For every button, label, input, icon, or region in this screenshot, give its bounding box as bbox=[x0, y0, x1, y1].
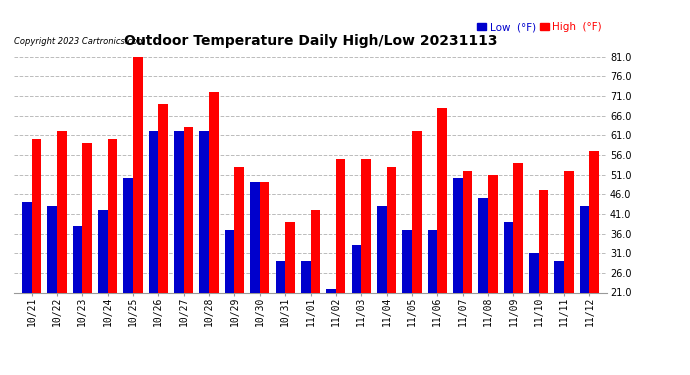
Bar bbox=[108, 139, 117, 375]
Bar bbox=[98, 210, 108, 375]
Bar bbox=[235, 167, 244, 375]
Bar bbox=[32, 139, 41, 375]
Bar bbox=[539, 190, 549, 375]
Bar bbox=[285, 222, 295, 375]
Bar bbox=[158, 104, 168, 375]
Bar bbox=[124, 178, 133, 375]
Bar bbox=[362, 159, 371, 375]
Bar bbox=[250, 182, 259, 375]
Bar bbox=[82, 143, 92, 375]
Bar bbox=[259, 182, 269, 375]
Bar bbox=[453, 178, 463, 375]
Bar bbox=[488, 174, 497, 375]
Bar bbox=[412, 131, 422, 375]
Bar bbox=[463, 171, 472, 375]
Bar bbox=[301, 261, 310, 375]
Title: Outdoor Temperature Daily High/Low 20231113: Outdoor Temperature Daily High/Low 20231… bbox=[124, 34, 497, 48]
Bar bbox=[209, 92, 219, 375]
Bar bbox=[72, 226, 82, 375]
Bar bbox=[199, 131, 209, 375]
Bar bbox=[48, 206, 57, 375]
Bar bbox=[386, 167, 396, 375]
Bar bbox=[529, 253, 539, 375]
Bar bbox=[275, 261, 285, 375]
Bar bbox=[149, 131, 158, 375]
Bar bbox=[326, 289, 336, 375]
Bar bbox=[564, 171, 573, 375]
Bar bbox=[555, 261, 564, 375]
Text: Copyright 2023 Cartronics.com: Copyright 2023 Cartronics.com bbox=[14, 38, 145, 46]
Bar bbox=[225, 230, 235, 375]
Bar bbox=[336, 159, 346, 375]
Bar bbox=[184, 128, 193, 375]
Bar bbox=[428, 230, 437, 375]
Bar bbox=[402, 230, 412, 375]
Bar bbox=[57, 131, 66, 375]
Bar bbox=[174, 131, 184, 375]
Bar bbox=[478, 198, 488, 375]
Bar bbox=[589, 151, 599, 375]
Bar bbox=[377, 206, 386, 375]
Bar bbox=[513, 163, 523, 375]
Bar bbox=[22, 202, 32, 375]
Bar bbox=[437, 108, 447, 375]
Bar bbox=[310, 210, 320, 375]
Bar bbox=[133, 57, 143, 375]
Legend: Low  (°F), High  (°F): Low (°F), High (°F) bbox=[477, 22, 602, 32]
Bar bbox=[580, 206, 589, 375]
Bar bbox=[504, 222, 513, 375]
Bar bbox=[352, 245, 362, 375]
